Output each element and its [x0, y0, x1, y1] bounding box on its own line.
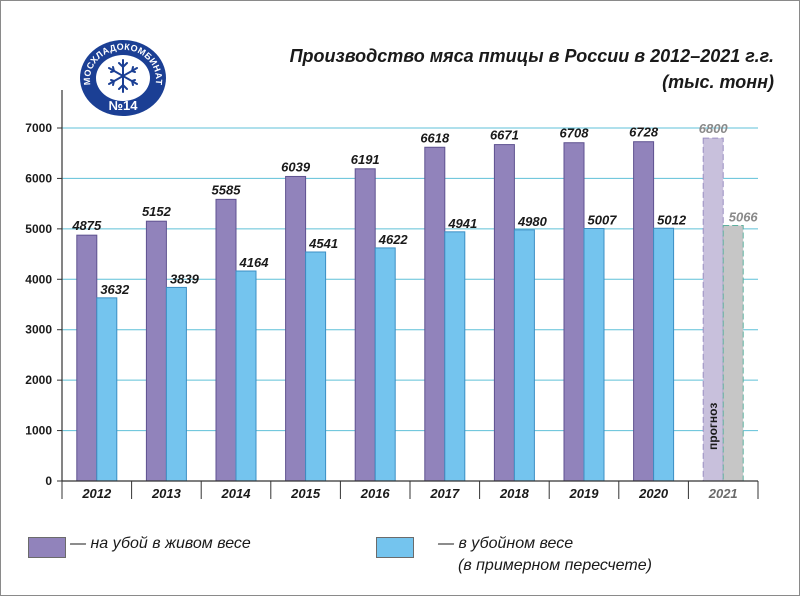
logo-number: №14 [109, 98, 139, 113]
data-label-slaughter-weight-2019: 5007 [588, 213, 618, 228]
bar-live-weight-2012 [76, 234, 98, 482]
y-tick-label: 6000 [25, 171, 52, 185]
data-label-live-weight-2016: 6191 [351, 152, 380, 167]
data-label-live-weight-2021: 6800 [699, 121, 729, 136]
data-label-slaughter-weight-2016: 4622 [378, 232, 409, 247]
y-tick-label: 0 [45, 474, 52, 488]
x-tick-label: 2012 [81, 486, 112, 501]
bars [76, 137, 744, 482]
bar-slaughter-weight-2012 [96, 297, 118, 482]
bar-slaughter-weight-2016 [374, 247, 396, 482]
x-tick-label: 2016 [360, 486, 391, 501]
x-tick-label: 2014 [221, 486, 252, 501]
x-tick-label: 2017 [429, 486, 460, 501]
data-label-slaughter-weight-2012: 3632 [100, 282, 130, 297]
data-label-live-weight-2012: 4875 [71, 218, 102, 233]
data-label-live-weight-2017: 6618 [420, 130, 450, 145]
data-label-live-weight-2014: 5585 [212, 182, 242, 197]
chart-subtitle: (тыс. тонн) [662, 72, 774, 92]
bar-live-weight-2019 [563, 142, 585, 482]
x-tick-label: 2018 [499, 486, 530, 501]
y-tick-label: 2000 [25, 373, 52, 387]
data-label-slaughter-weight-2015: 4541 [308, 236, 338, 251]
data-label-live-weight-2020: 6728 [629, 125, 659, 140]
bar-slaughter-weight-2017 [444, 231, 466, 482]
snowflake-icon [108, 59, 138, 93]
data-label-live-weight-2013: 5152 [142, 204, 172, 219]
bar-slaughter-weight-2018 [513, 229, 535, 482]
bar-slaughter-weight-2015 [305, 251, 327, 482]
data-labels: 4875 3632 5152 3839 5585 4164 6039 4541 6191 4622… [71, 121, 758, 450]
data-label-live-weight-2018: 6671 [490, 128, 519, 143]
bar-live-weight-2017 [424, 146, 446, 482]
bar-slaughter-weight-2021 [722, 225, 744, 482]
logo: МОСХЛАДОКОМБИНАТ №14 [80, 40, 166, 116]
x-tick-label: 2021 [708, 486, 738, 501]
axes: 0 1000 2000 3000 4000 5000 6000 7000 2012 2013 201… [25, 90, 759, 501]
bar-live-weight-2014 [215, 198, 237, 482]
bar-live-weight-2013 [145, 220, 167, 482]
y-tick-label: 5000 [25, 222, 52, 236]
y-tick-label: 7000 [25, 121, 52, 135]
x-tick-label: 2013 [151, 486, 182, 501]
data-label-live-weight-2019: 6708 [560, 126, 590, 141]
data-label-slaughter-weight-2020: 5012 [657, 212, 687, 227]
data-label-slaughter-weight-2021: 5066 [729, 210, 759, 225]
data-label-slaughter-weight-2018: 4980 [517, 214, 548, 229]
data-label-slaughter-weight-2017: 4941 [447, 216, 477, 231]
x-tick-label: 2019 [569, 486, 600, 501]
chart-title: Производство мяса птицы в России в 2012–… [289, 46, 774, 66]
bar-slaughter-weight-2019 [583, 228, 605, 482]
bar-slaughter-weight-2013 [165, 286, 187, 482]
data-label-live-weight-2015: 6039 [281, 159, 311, 174]
bar-slaughter-weight-2020 [653, 227, 675, 482]
bar-live-weight-2015 [285, 175, 307, 482]
forecast-label: прогноз [706, 403, 720, 450]
bar-slaughter-weight-2014 [235, 270, 257, 482]
legend-label-live-weight: — на убой в живом весе [70, 535, 251, 552]
data-label-slaughter-weight-2014: 4164 [239, 255, 270, 270]
bar-live-weight-2020 [633, 141, 655, 482]
bar-live-weight-2016 [354, 168, 376, 482]
x-tick-label: 2020 [638, 486, 669, 501]
y-tick-label: 3000 [25, 323, 52, 337]
legend-swatch-slaughter-weight [376, 537, 414, 558]
legend-label-slaughter-weight: — в убойном весе [438, 535, 574, 552]
bar-live-weight-2018 [493, 144, 515, 482]
x-tick-label: 2015 [290, 486, 321, 501]
y-tick-label: 4000 [25, 272, 52, 286]
legend-swatch-live-weight [28, 537, 66, 558]
y-tick-label: 1000 [25, 424, 52, 438]
data-label-slaughter-weight-2013: 3839 [170, 271, 200, 286]
legend-note-slaughter-weight: (в примерном пересчете) [458, 557, 652, 574]
